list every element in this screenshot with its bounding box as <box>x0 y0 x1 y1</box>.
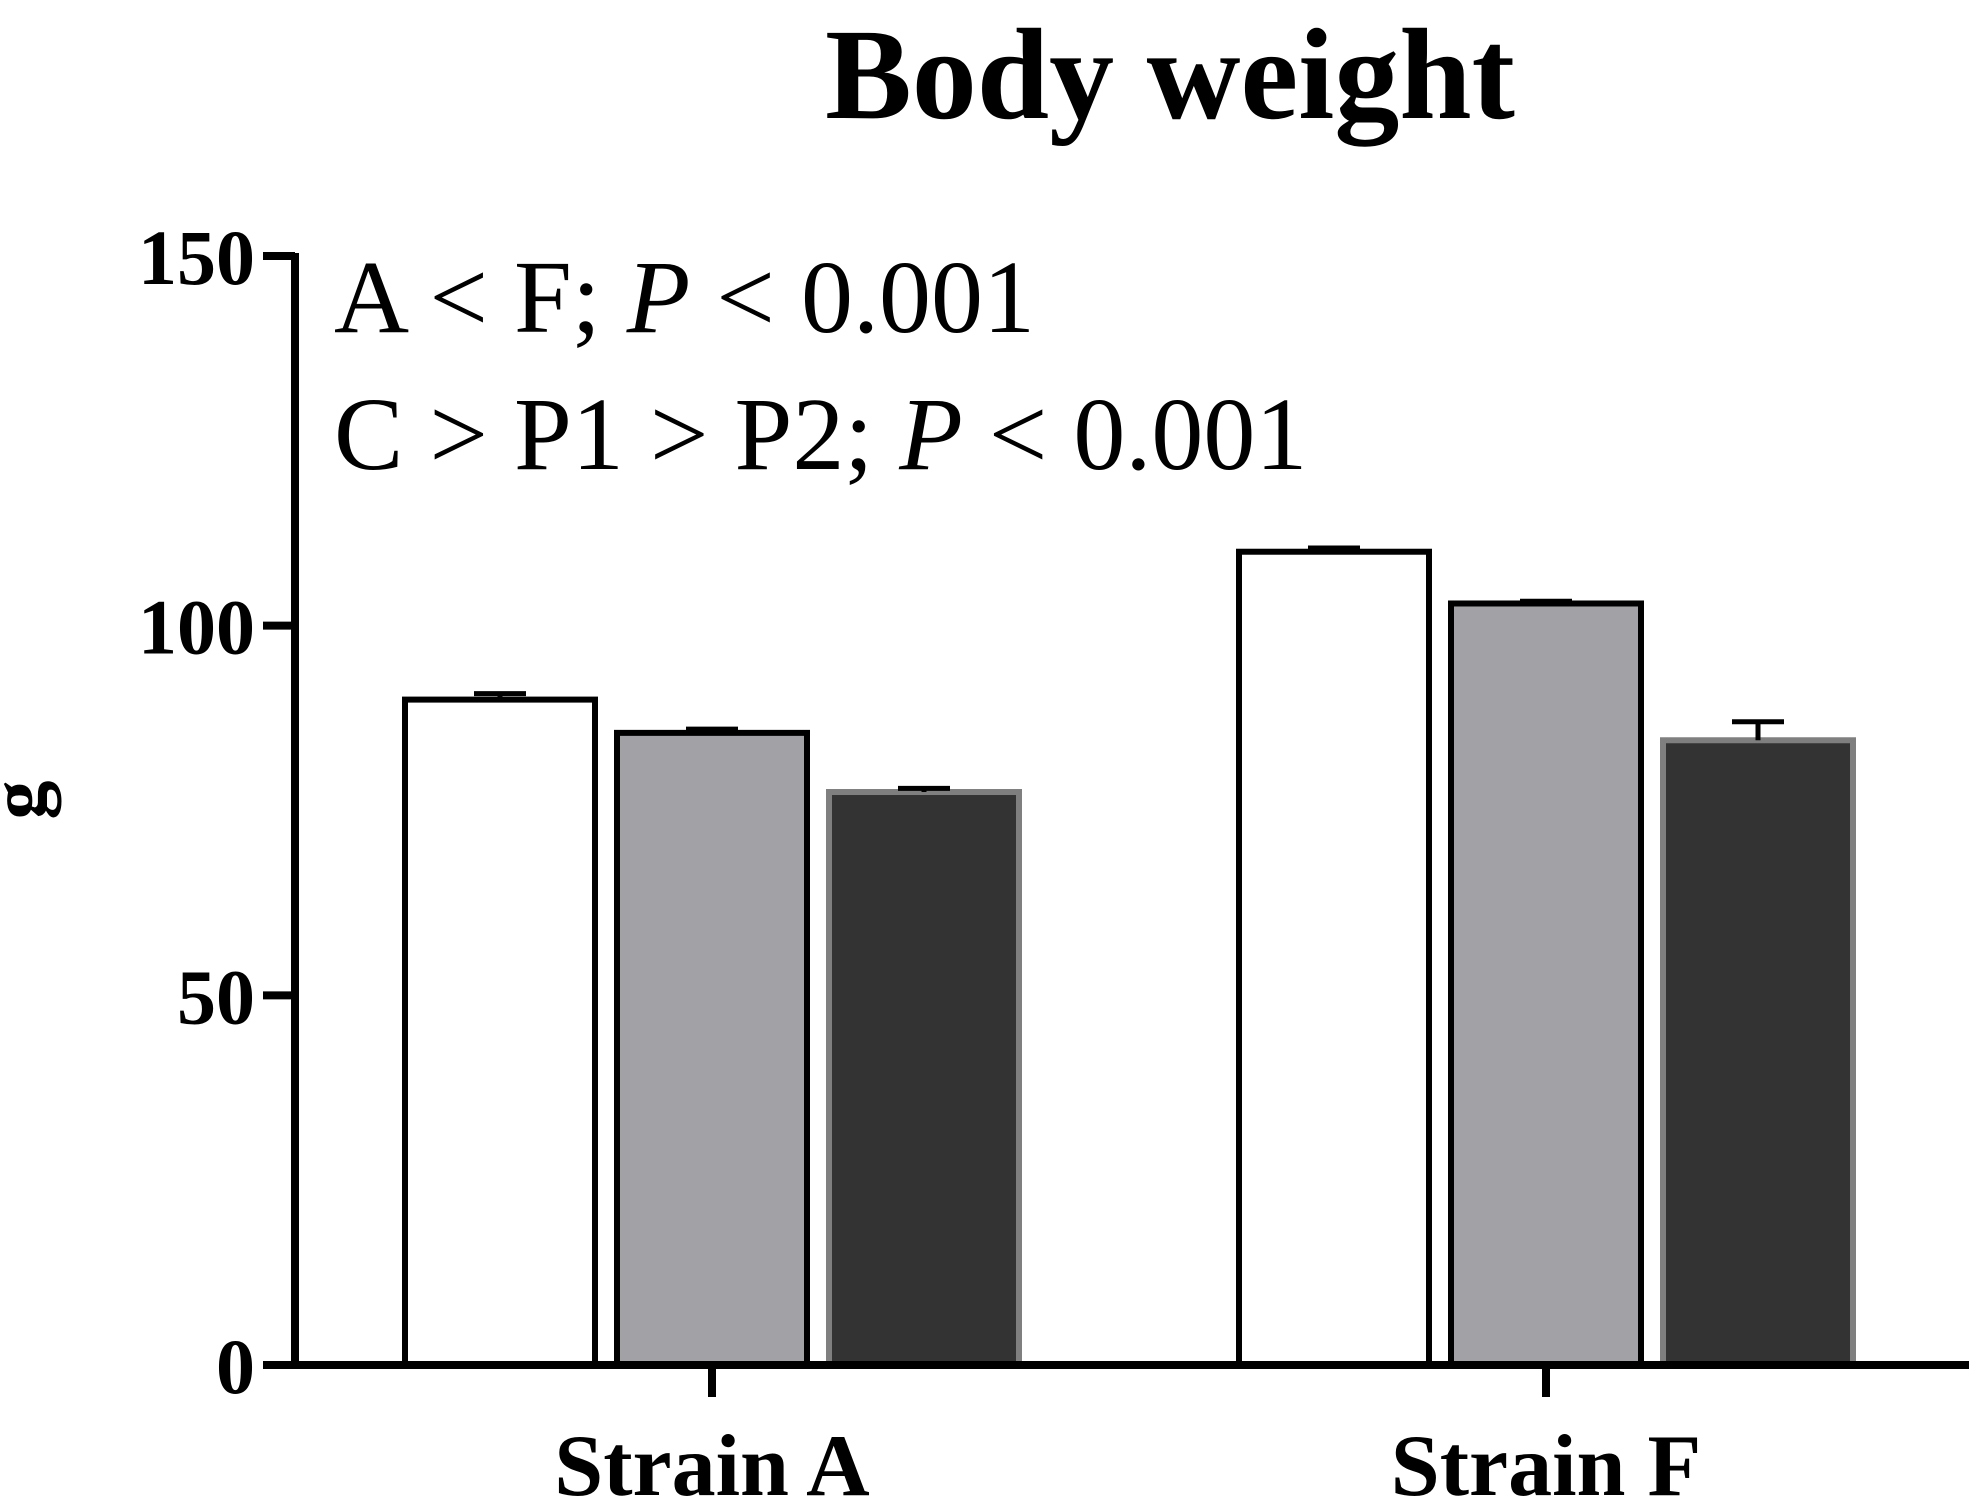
y-tick-label-0: 0 <box>216 1323 255 1410</box>
y-tick-label-150: 150 <box>138 214 255 301</box>
annotation-1-p: P <box>626 240 691 355</box>
bar-1-3 <box>826 789 1022 1368</box>
y-tick-label-100: 100 <box>138 584 255 671</box>
y-axis-label: g <box>0 781 61 820</box>
annotation-1-value: < 0.001 <box>690 240 1035 355</box>
bars <box>402 545 1856 1368</box>
annotation-2-value: < 0.001 <box>963 377 1308 492</box>
annotation-1-text: A < F; <box>334 240 627 355</box>
annotation-1: A < F; P < 0.001 <box>334 240 1035 355</box>
axes: 0 50 100 150 Strain A Strain F <box>138 214 1969 1508</box>
annotation-2: C > P1 > P2; P < 0.001 <box>334 377 1307 492</box>
annotation-2-text: C > P1 > P2; <box>334 377 899 492</box>
y-tick-label-50: 50 <box>177 953 255 1040</box>
bar-2-2 <box>1448 600 1644 1368</box>
x-tick-label-1: Strain A <box>554 1418 869 1508</box>
annotation-2-p: P <box>898 377 963 492</box>
chart-title: Body weight <box>825 3 1515 147</box>
x-tick-label-2: Strain F <box>1391 1418 1701 1508</box>
bar-1-2 <box>614 729 810 1368</box>
bar-1-1 <box>402 696 598 1368</box>
bar-2-3 <box>1660 737 1856 1368</box>
bar-2-1 <box>1236 548 1432 1368</box>
